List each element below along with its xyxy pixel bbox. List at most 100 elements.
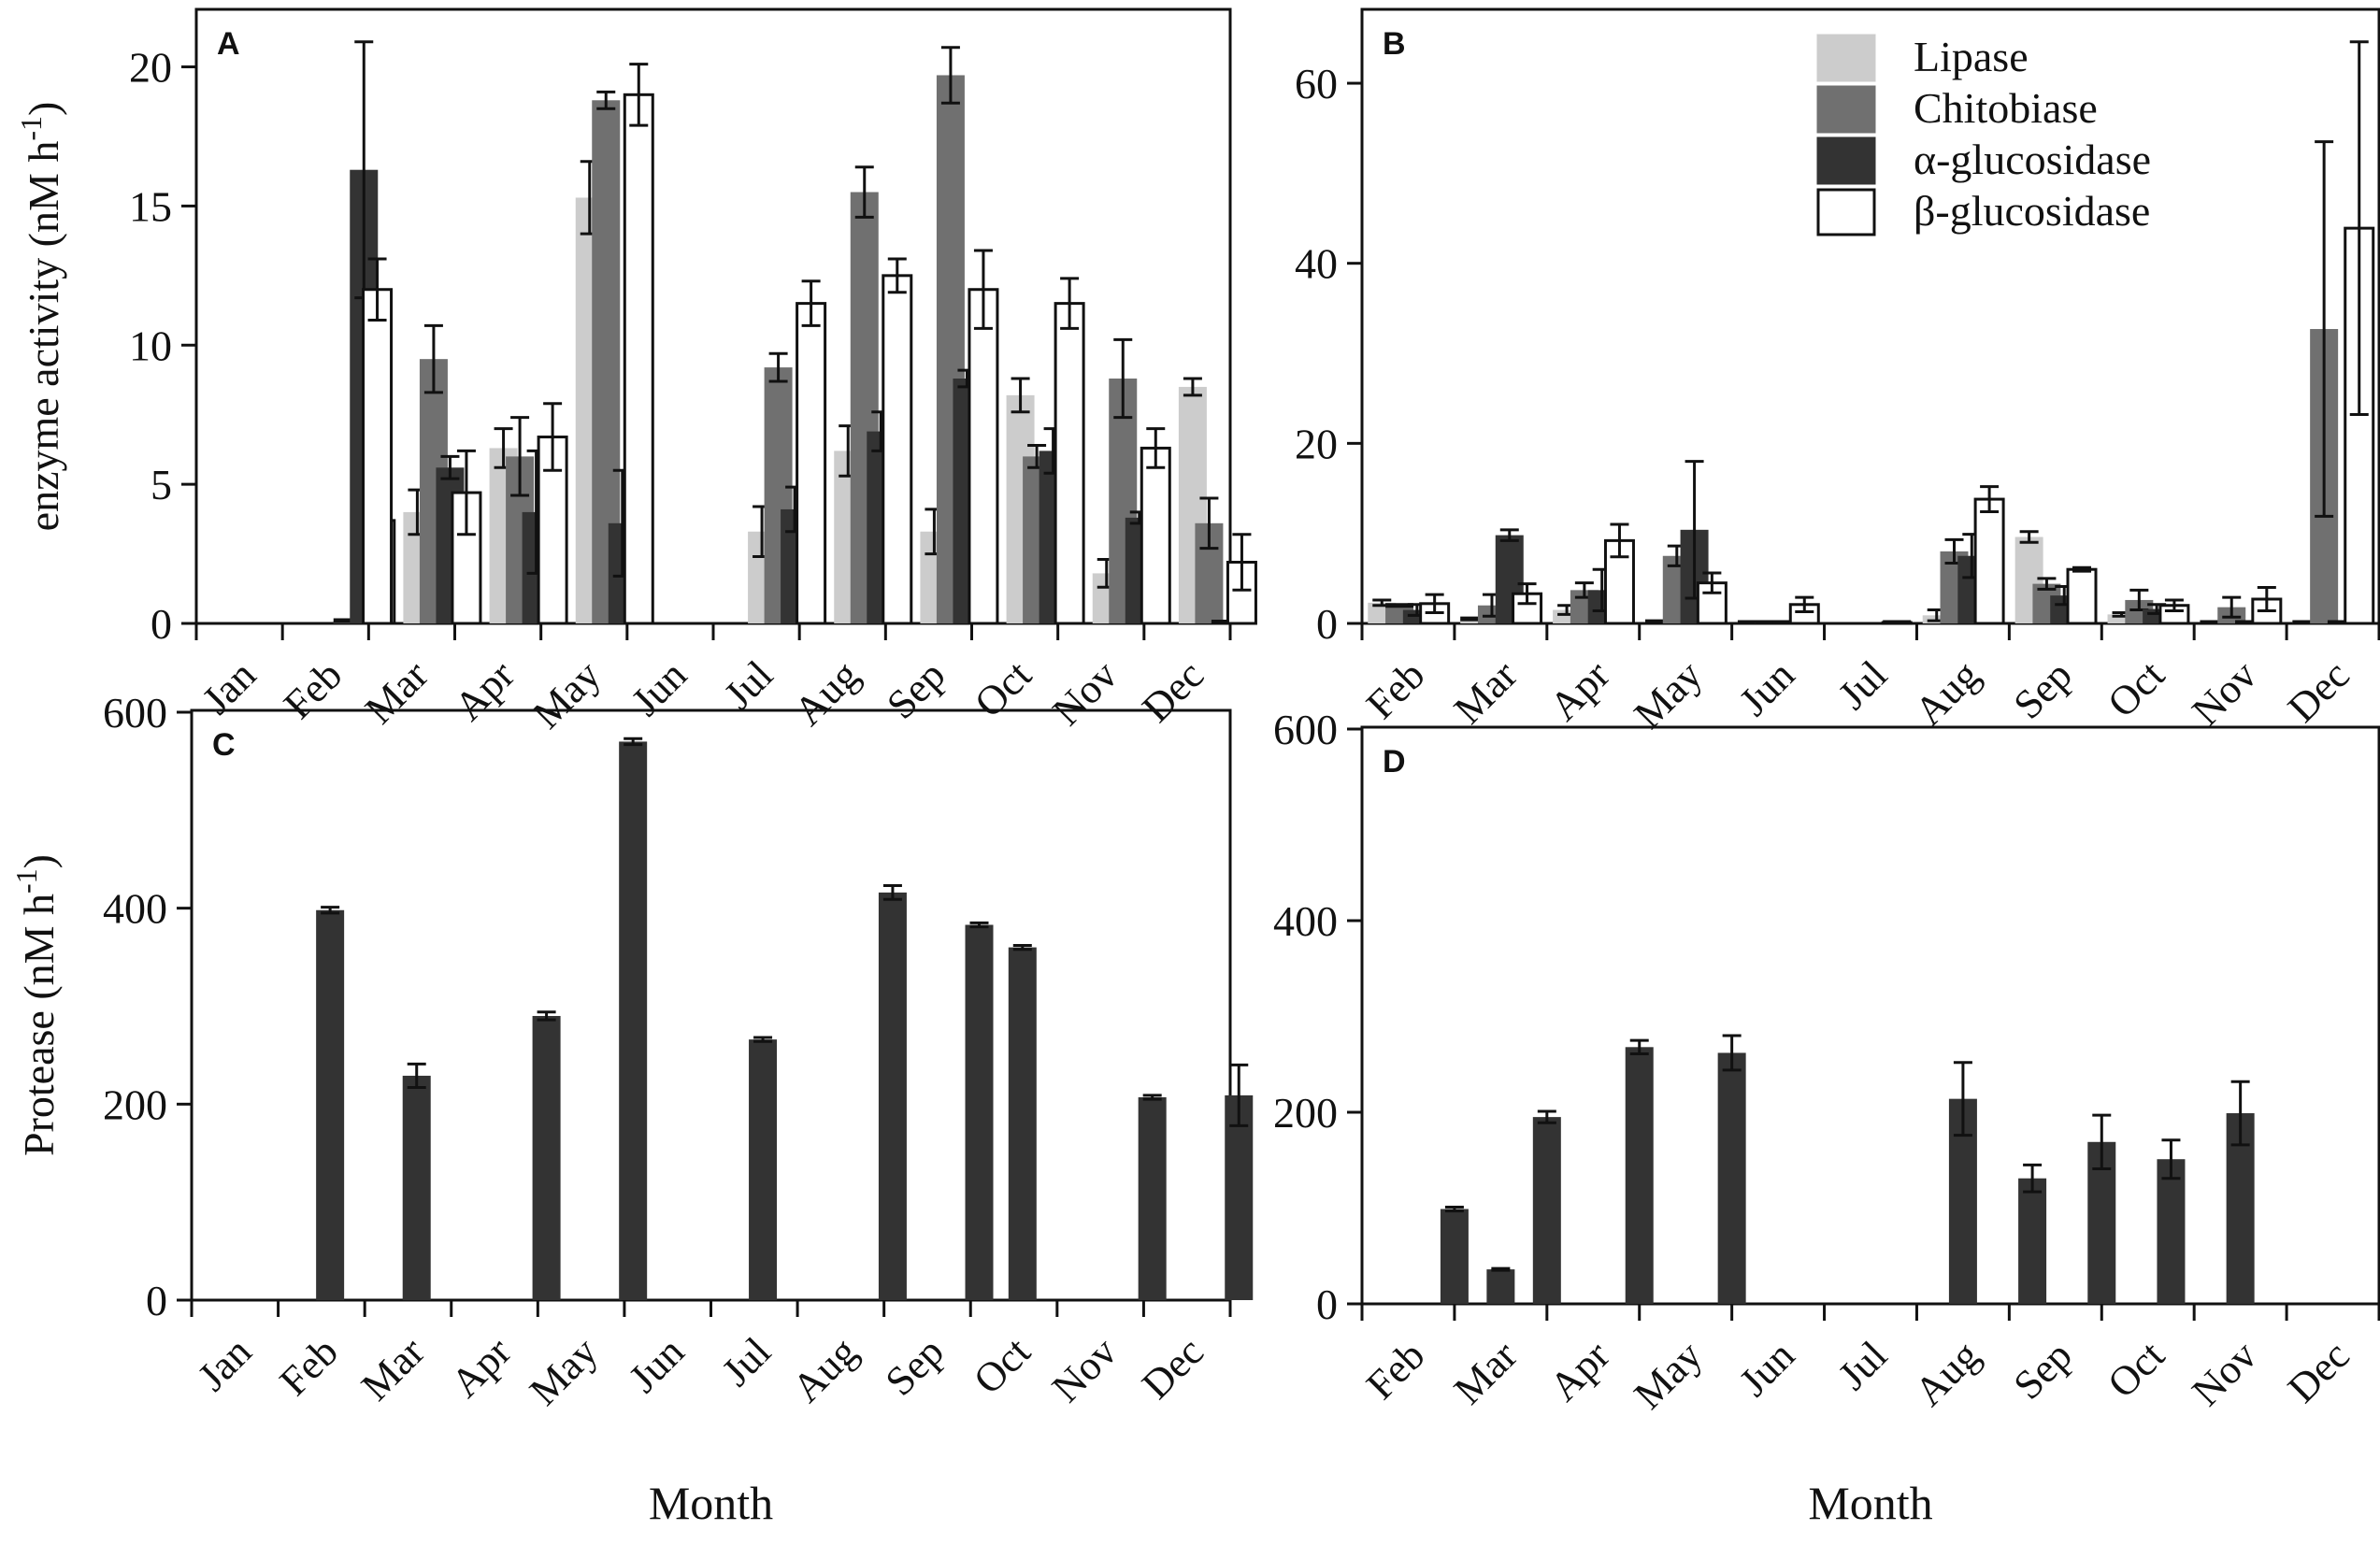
x-tick-label: Jun	[620, 1328, 693, 1401]
bar-protease	[878, 892, 907, 1300]
panel-label: A	[217, 26, 240, 62]
y-tick-label: 0	[151, 600, 172, 648]
y-axis-label-close: )	[20, 102, 67, 116]
bar-protease	[1486, 1269, 1515, 1304]
x-axis-label: Month	[1808, 1477, 1932, 1529]
legend-swatch-alpha	[1816, 136, 1876, 185]
plot-frame	[190, 708, 1232, 1302]
bar-beta	[2066, 567, 2098, 625]
y-tick-label: 0	[146, 1277, 167, 1324]
x-tick-label: Mar	[356, 651, 437, 733]
x-tick-label: Aug	[785, 651, 867, 734]
bar-protease	[1440, 1209, 1469, 1304]
bar-beta	[796, 302, 827, 625]
panel-c-protease: C 0 200 400 600 Jan Feb Mar Apr May Jun Jul Aug Sep Oc…	[9, 689, 1254, 1529]
x-tick-label: Sep	[878, 651, 953, 727]
bar-protease	[2157, 1159, 2186, 1304]
bar-protease	[1225, 1094, 1254, 1300]
x-tick-label: Oct	[2099, 1332, 2173, 1407]
x-tick-label: Oct	[2099, 651, 2173, 726]
x-tick-label: Feb	[271, 1328, 347, 1404]
bar-protease	[1008, 947, 1037, 1300]
y-axis-label: Protease (nM h-1)	[9, 854, 63, 1156]
y-tick-label: 400	[1273, 897, 1338, 945]
plot-frame	[1360, 7, 2380, 625]
x-tick-label: Jan	[189, 1328, 260, 1399]
x-tick-label: Mar	[1445, 651, 1527, 733]
bar-protease	[749, 1039, 778, 1300]
bar-protease	[402, 1075, 431, 1300]
y-axis-label: enzyme activity (nM h-1)	[14, 102, 67, 532]
panel-b-enzyme-activity: B 0 20 40 60 Feb Mar Apr May Jun Jul Aug Sep Oct Nov De…	[1295, 7, 2380, 737]
legend-swatch-beta	[1816, 188, 1876, 236]
bar-protease	[1717, 1052, 1746, 1304]
legend-label: α-glucosidase	[1914, 136, 2151, 183]
x-tick-label: Aug	[1906, 1332, 1988, 1414]
y-axis-label-main: Protease (nM h	[15, 894, 63, 1156]
x-tick-label: Sep	[2005, 1332, 2081, 1408]
x-tick-label: Nov	[2183, 651, 2265, 734]
panel-label: C	[212, 727, 236, 763]
x-tick-label: Oct	[965, 1328, 1039, 1403]
bar-protease	[1625, 1047, 1654, 1304]
legend-label: Lipase	[1914, 33, 2029, 80]
bar-beta	[968, 288, 999, 625]
x-tick-label: Apr	[442, 1328, 520, 1406]
y-tick-label: 60	[1295, 60, 1338, 107]
x-tick-label: Jul	[715, 651, 781, 718]
legend-swatch-chitobiase	[1816, 85, 1876, 134]
x-tick-label: Aug	[783, 1328, 866, 1410]
bar-beta	[1054, 302, 1085, 625]
bar-beta	[882, 274, 913, 625]
x-tick-label: May	[521, 1328, 607, 1414]
legend-swatch-lipase	[1816, 34, 1876, 82]
plot-frame	[1360, 725, 2380, 1306]
y-tick-label: 200	[1273, 1089, 1338, 1137]
y-tick-label: 400	[103, 885, 167, 933]
panel-d-protease: D 0 200 400 600 Feb Mar Apr May Jun Jul Aug Sep Oct No…	[1273, 706, 2380, 1529]
panel-label: B	[1383, 26, 1406, 62]
bar-protease	[965, 924, 994, 1300]
x-tick-label: Jul	[713, 1328, 780, 1395]
y-tick-label: 20	[129, 44, 172, 92]
x-tick-label: Apr	[446, 651, 523, 729]
x-tick-label: Apr	[1541, 1332, 1618, 1409]
x-tick-label: Feb	[1357, 1332, 1433, 1408]
x-tick-label: Dec	[2279, 1332, 2358, 1411]
bar-protease	[1138, 1096, 1167, 1300]
bar-protease	[532, 1015, 561, 1300]
x-tick-label: Dec	[2279, 651, 2358, 731]
x-tick-label: May	[1626, 651, 1712, 737]
y-tick-label: 5	[151, 461, 172, 508]
y-axis-label-sup: -1	[14, 116, 48, 141]
x-tick-label: Sep	[2005, 651, 2081, 727]
y-tick-label: 600	[1273, 706, 1338, 753]
x-tick-label: Jun	[1730, 651, 1803, 724]
x-tick-label: Jul	[1829, 1332, 1896, 1398]
bar-beta	[2344, 226, 2375, 625]
bar-lipase	[2107, 614, 2136, 623]
y-tick-label: 0	[1316, 1280, 1338, 1328]
panel-a-enzyme-activity: A 0 5 10 15 20 Jan Feb Mar Apr May Jun Jul Aug Sep Oct N…	[14, 7, 1257, 737]
bar-protease	[2018, 1178, 2047, 1304]
x-tick-label: Jul	[1829, 651, 1896, 718]
legend-label: Chitobiase	[1914, 84, 2098, 132]
y-tick-label: 40	[1295, 240, 1338, 288]
x-tick-label: Nov	[1043, 1328, 1125, 1410]
y-axis-label-sup: -1	[9, 868, 43, 894]
x-tick-label: Feb	[275, 651, 351, 727]
y-tick-label: 15	[129, 182, 172, 230]
x-tick-label: Dec	[1133, 651, 1212, 731]
x-tick-label: Mar	[352, 1328, 434, 1409]
y-tick-label: 200	[103, 1080, 167, 1128]
x-tick-label: Oct	[966, 651, 1040, 726]
x-axis-label: Month	[649, 1477, 773, 1529]
bar-protease	[619, 741, 648, 1300]
x-tick-label: Nov	[2183, 1332, 2265, 1414]
legend-label: β-glucosidase	[1914, 187, 2150, 235]
x-tick-label: Feb	[1357, 651, 1433, 727]
y-axis-label-close: )	[15, 854, 63, 868]
x-tick-label: Mar	[1445, 1332, 1527, 1413]
y-tick-label: 600	[103, 689, 167, 737]
